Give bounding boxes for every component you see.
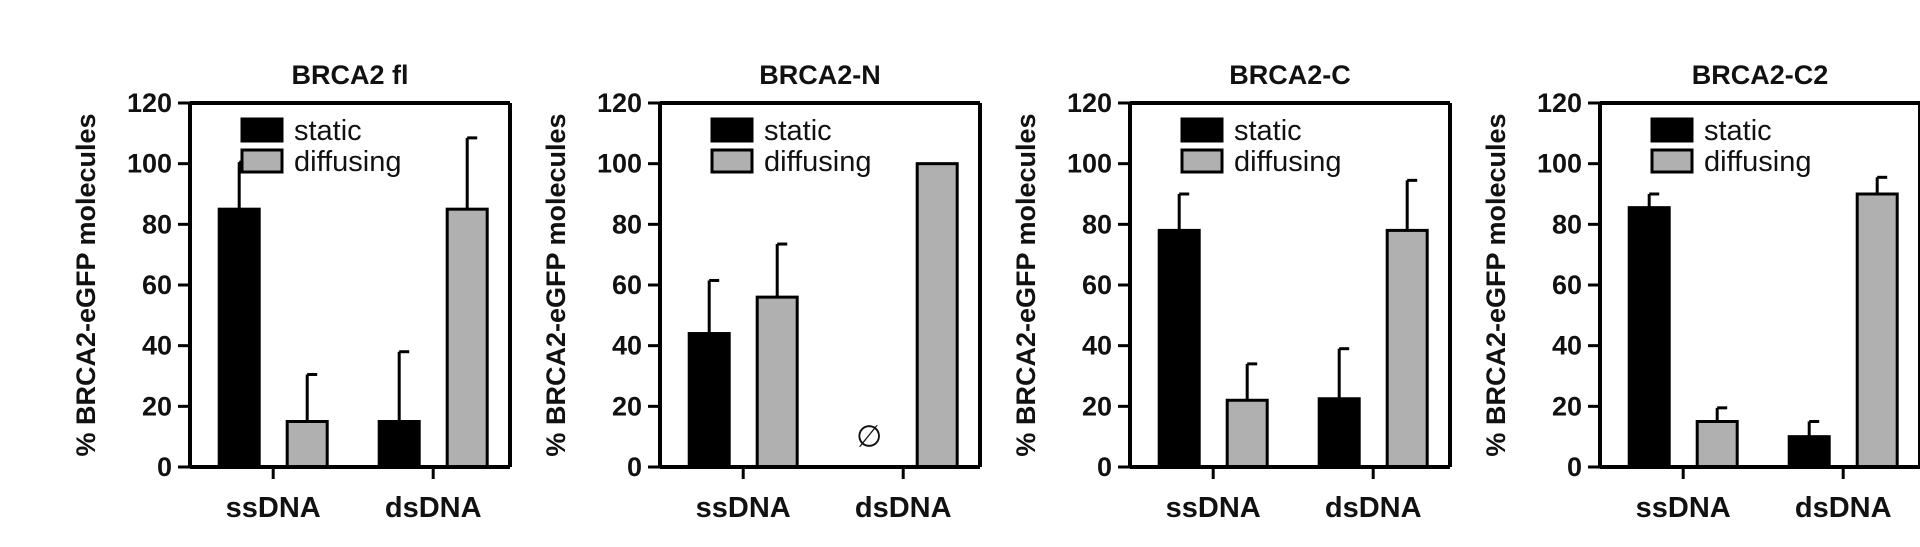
- x-category-label-ssdna: ssDNA: [226, 492, 321, 524]
- legend-label-static: static: [1704, 115, 1772, 147]
- bar-static-ssdna: [1627, 206, 1671, 469]
- legend-label-diffusing: diffusing: [764, 146, 872, 178]
- x-category-label-dsdna: dsDNA: [385, 492, 482, 524]
- y-tick-label: 100: [1537, 149, 1582, 179]
- x-category-label-ssdna: ssDNA: [1166, 492, 1261, 524]
- bar-diffusing-ssdna: [285, 420, 329, 469]
- legend-label-static: static: [294, 115, 362, 147]
- bar-static-dsdna: [377, 420, 421, 469]
- legend-label-diffusing: diffusing: [1704, 146, 1812, 178]
- annotation-empty-set: ∅: [856, 421, 882, 454]
- chart-panel-2: BRCA2-N % BRCA2-eGFP molecules ∅ 0 20 40 60 80 1…: [541, 60, 982, 524]
- x-category-label-ssdna: ssDNA: [696, 492, 791, 524]
- y-tick-label: 100: [597, 149, 642, 179]
- legend-swatch-diffusing: [1650, 148, 1694, 174]
- legend-label-diffusing: diffusing: [1234, 146, 1342, 178]
- legend-swatch-static: [1650, 117, 1694, 143]
- chart-panel-4: BRCA2-C2 % BRCA2-eGFP molecules 0 20 40 60 80 1…: [1481, 60, 1920, 524]
- x-category-label-dsdna: dsDNA: [1325, 492, 1422, 524]
- legend-swatch-static: [240, 117, 284, 143]
- legend-label-static: static: [1234, 115, 1302, 147]
- y-tick-label: 80: [612, 209, 642, 239]
- bar-diffusing-dsdna: [915, 162, 959, 469]
- legend-swatch-static: [1180, 117, 1224, 143]
- bar-diffusing-ssdna: [1695, 420, 1739, 469]
- y-tick-label: 80: [142, 209, 172, 239]
- chart-title: BRCA2-N: [759, 60, 881, 90]
- y-tick-label: 60: [1552, 270, 1582, 300]
- legend-swatch-diffusing: [710, 148, 754, 174]
- bar-diffusing-dsdna: [1385, 228, 1429, 469]
- x-category-label-ssdna: ssDNA: [1636, 492, 1731, 524]
- y-tick-label: 20: [1082, 391, 1112, 421]
- y-tick-label: 0: [1567, 452, 1582, 482]
- bar-diffusing-dsdna: [445, 207, 489, 469]
- y-tick-label: 0: [157, 452, 172, 482]
- y-tick-label: 60: [142, 270, 172, 300]
- y-tick-label: 80: [1082, 209, 1112, 239]
- bar-diffusing-ssdna: [1225, 398, 1269, 469]
- x-category-label-dsdna: dsDNA: [1795, 492, 1892, 524]
- y-tick-label: 120: [127, 88, 172, 118]
- bar-static-ssdna: [1157, 228, 1201, 469]
- y-tick-label: 120: [1537, 88, 1582, 118]
- bar-static-dsdna: [1787, 435, 1831, 469]
- y-axis-label: % BRCA2-eGFP molecules: [1481, 113, 1511, 456]
- y-tick-label: 20: [612, 391, 642, 421]
- legend-swatch-static: [710, 117, 754, 143]
- y-tick-label: 40: [1082, 331, 1112, 361]
- x-category-label-dsdna: dsDNA: [855, 492, 952, 524]
- bar-static-dsdna: [1317, 397, 1361, 469]
- bar-static-ssdna: [687, 332, 731, 469]
- chart-panel-3: BRCA2-C % BRCA2-eGFP molecules 0 20 40 60 80 10…: [1011, 60, 1452, 524]
- legend-swatch-diffusing: [240, 148, 284, 174]
- chart-panel-1: BRCA2 fl % BRCA2-eGFP molecules 0 20 40 60 80 1…: [71, 60, 512, 524]
- y-axis-label: % BRCA2-eGFP molecules: [1011, 113, 1041, 456]
- y-tick-label: 60: [612, 270, 642, 300]
- legend-label-static: static: [764, 115, 832, 147]
- y-tick-label: 0: [1097, 452, 1112, 482]
- y-tick-label: 120: [1067, 88, 1112, 118]
- y-tick-label: 20: [1552, 391, 1582, 421]
- y-tick-label: 120: [597, 88, 642, 118]
- y-tick-label: 80: [1552, 209, 1582, 239]
- chart-title: BRCA2 fl: [291, 60, 408, 90]
- bar-diffusing-dsdna: [1855, 192, 1899, 469]
- bar-static-ssdna: [217, 207, 261, 469]
- legend-label-diffusing: diffusing: [294, 146, 402, 178]
- chart-title: BRCA2-C2: [1692, 60, 1829, 90]
- y-axis-label: % BRCA2-eGFP molecules: [541, 113, 571, 456]
- legend-swatch-diffusing: [1180, 148, 1224, 174]
- chart-title: BRCA2-C: [1229, 60, 1351, 90]
- y-tick-label: 100: [1067, 149, 1112, 179]
- y-tick-label: 60: [1082, 270, 1112, 300]
- y-tick-label: 100: [127, 149, 172, 179]
- y-tick-label: 40: [1552, 331, 1582, 361]
- y-tick-label: 40: [612, 331, 642, 361]
- y-tick-label: 40: [142, 331, 172, 361]
- y-tick-label: 0: [627, 452, 642, 482]
- y-tick-label: 20: [142, 391, 172, 421]
- y-axis-label: % BRCA2-eGFP molecules: [71, 113, 101, 456]
- bar-diffusing-ssdna: [755, 295, 799, 469]
